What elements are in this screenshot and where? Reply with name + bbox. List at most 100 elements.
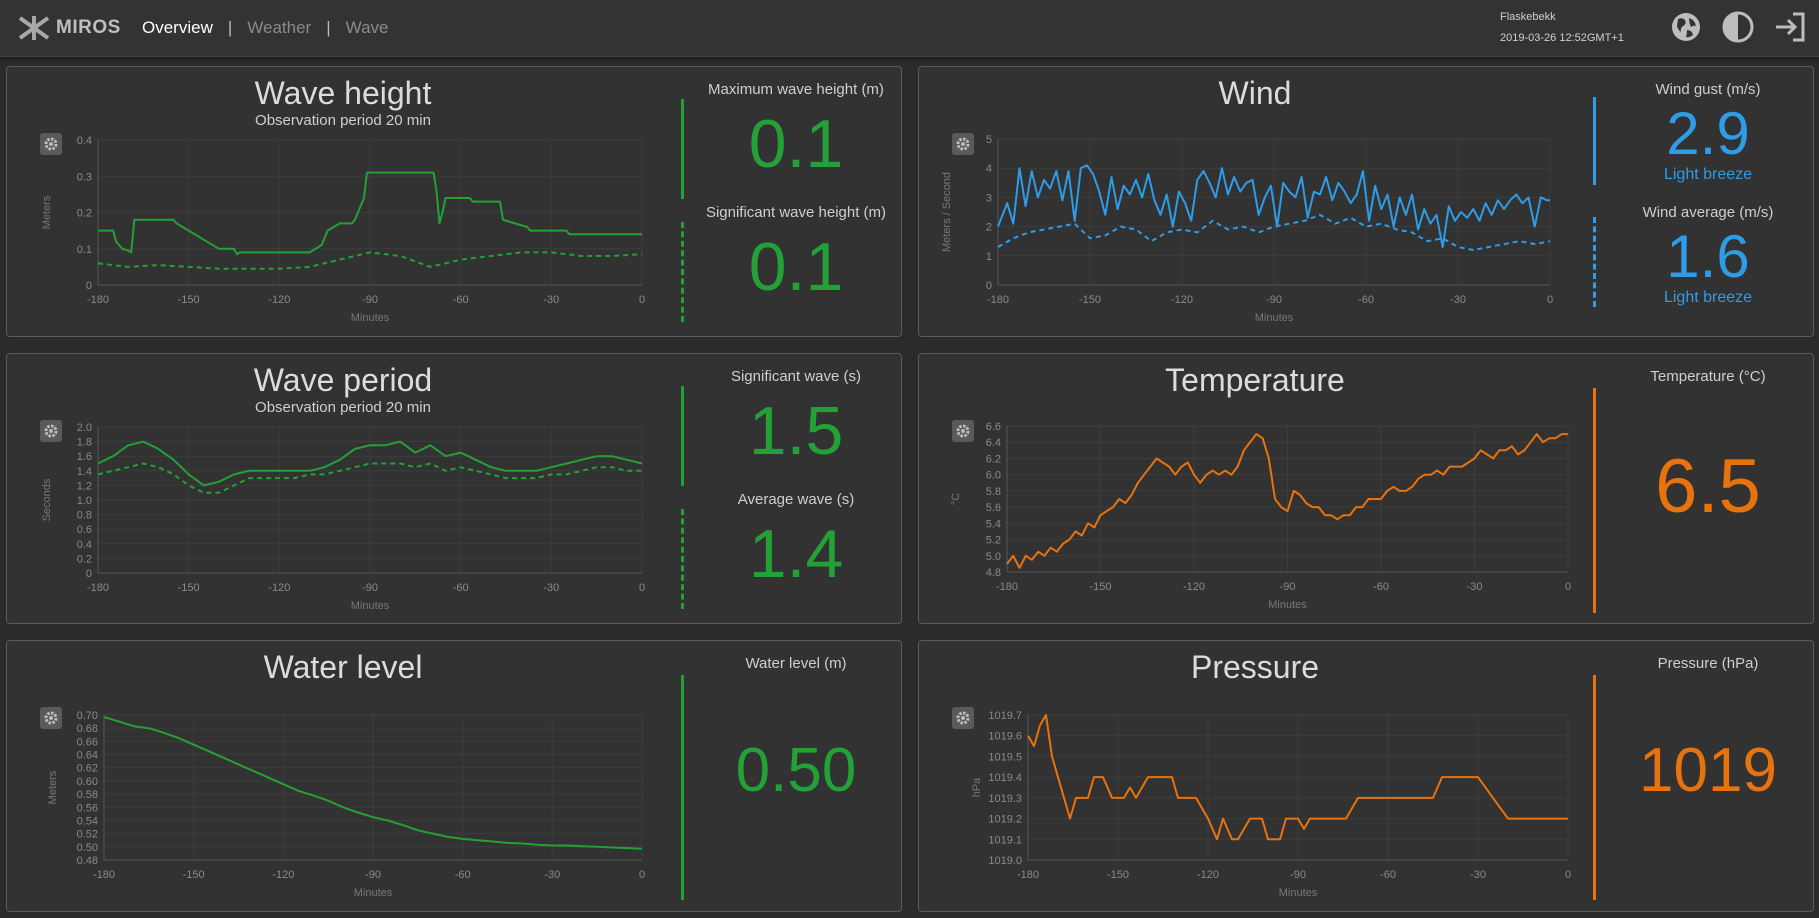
x-axis-title: Minutes [351,312,390,324]
panel-title: Water level [263,649,423,685]
series-line [97,440,643,487]
y-tick-label: 1019.1 [988,834,1022,846]
logo-text: MIROS [56,17,121,38]
readout-label: Water level (m) [745,655,847,672]
y-tick-label: 0.2 [77,208,92,220]
settings-button[interactable] [952,133,974,155]
x-tick-label: -150 [1079,294,1101,306]
y-tick-label: 1019.5 [988,751,1022,763]
wind-gust-indicator [1593,97,1596,185]
x-axis-title: Minutes [351,600,390,612]
logout-button[interactable] [1771,8,1809,46]
readout-value: 0.1 [748,229,844,305]
readout-value: 1019 [1639,736,1777,805]
settings-button[interactable] [40,133,62,155]
x-tick-label: -150 [183,869,205,881]
water-level-indicator [681,675,684,900]
y-tick-label: 6.4 [986,437,1001,449]
tab-overview[interactable]: Overview [142,18,213,37]
y-tick-label: 5.0 [986,551,1001,563]
toolbar-icons [1667,8,1809,46]
globe-button[interactable] [1667,8,1705,46]
tab-weather[interactable]: Weather [247,18,312,37]
wind-average-indicator [1593,217,1596,307]
sig-period-readout: Significant wave (s) 1.5 [691,368,901,465]
y-tick-label: 2.0 [77,422,92,434]
y-tick-label: 0.1 [77,244,92,256]
readout-label: Significant wave height (m) [705,204,887,221]
water-level-chart: 0.480.500.52 0.540.560.580.600.620.64 0.66… [47,710,645,899]
x-tick-label: -90 [362,294,378,306]
readout-label: Pressure (hPa) [1657,655,1759,672]
y-tick-label: 0.58 [77,789,98,801]
max-wave-readout: Maximum wave height (m) 0.1 [691,81,901,178]
x-tick-label: -180 [996,581,1018,593]
x-tick-label: 0 [1565,581,1571,593]
y-tick-label: 0.48 [77,855,98,867]
y-tick-label: 1019.7 [988,710,1022,722]
settings-button[interactable] [40,420,62,442]
x-tick-label: -30 [544,869,560,881]
y-tick-label: 1019.3 [988,793,1022,805]
x-tick-label: -30 [543,582,559,594]
pressure-readout: Pressure (hPa) 1019 [1603,655,1813,802]
y-tick-label: 3 [986,192,992,204]
temperature-indicator [1593,388,1596,613]
sig-wave-indicator [681,222,684,322]
y-axis-title: hPa [971,777,983,797]
x-axis-title: Minutes [354,887,393,899]
readout-label: Wind average (m/s) [1642,204,1774,221]
water-level-panel: Water level 0.48 0.50 0.52 0.54 0.56 0.58 0.60… [6,640,902,912]
x-tick-label: -60 [453,294,469,306]
y-tick-label: 1.8 [77,437,92,449]
panel-subtitle: Observation period 20 min [255,399,431,416]
y-tick-label: 0.60 [77,776,98,788]
panel-title: Wind [1218,75,1292,111]
sig-wave-readout: Significant wave height (m) 0.1 [691,204,901,301]
globe-icon [1672,13,1700,41]
x-tick-label: -30 [1470,869,1486,881]
x-tick-label: -180 [987,294,1009,306]
x-tick-label: -90 [1280,581,1296,593]
y-tick-label: 0 [86,280,92,292]
contrast-button[interactable] [1719,8,1757,46]
settings-button[interactable] [952,420,974,442]
y-tick-label: 0.8 [77,510,92,522]
readout-value: 0.1 [748,106,844,182]
readout-label: Temperature (°C) [1650,368,1766,385]
readout-value: 2.9 [1666,100,1750,167]
sig-period-indicator [681,386,684,486]
x-tick-label: 0 [639,582,645,594]
x-axis-title: Minutes [1279,887,1318,899]
top-bar: MIROS Overview | Weather | Wave Flaskebe… [0,0,1819,57]
x-tick-label: -90 [365,869,381,881]
settings-button[interactable] [40,707,62,729]
panel-title: Temperature [1165,362,1345,398]
x-tick-label: -120 [1197,869,1219,881]
panel-title: Pressure [1190,649,1320,685]
y-tick-label: 0 [986,280,992,292]
tab-wave[interactable]: Wave [345,18,389,37]
y-tick-label: 0.52 [77,829,98,841]
x-tick-label: -150 [178,582,200,594]
series-line [98,171,642,256]
miros-logo[interactable]: MIROS [16,12,121,44]
y-tick-label: 0.50 [77,842,98,854]
y-tick-label: 0.4 [77,539,92,551]
readout-label: Maximum wave height (m) [708,81,884,98]
x-tick-label: -30 [543,294,559,306]
settings-button[interactable] [952,707,974,729]
x-tick-label: -180 [87,294,109,306]
y-tick-label: 0.6 [77,524,92,536]
y-tick-label: 0.66 [77,736,98,748]
series-line [103,716,643,850]
logout-icon [1776,12,1805,42]
y-tick-label: 5 [986,134,992,146]
x-tick-label: -120 [268,294,290,306]
y-tick-label: 1.6 [77,451,92,463]
gear-icon [44,137,58,151]
temperature-panel: Temperature 4.8 5.0 5.2 5.4 5.6 5.8 6.0 6.2 6.4 6… [918,353,1814,624]
y-tick-label: 0.62 [77,763,98,775]
nav-separator: | [227,18,233,37]
